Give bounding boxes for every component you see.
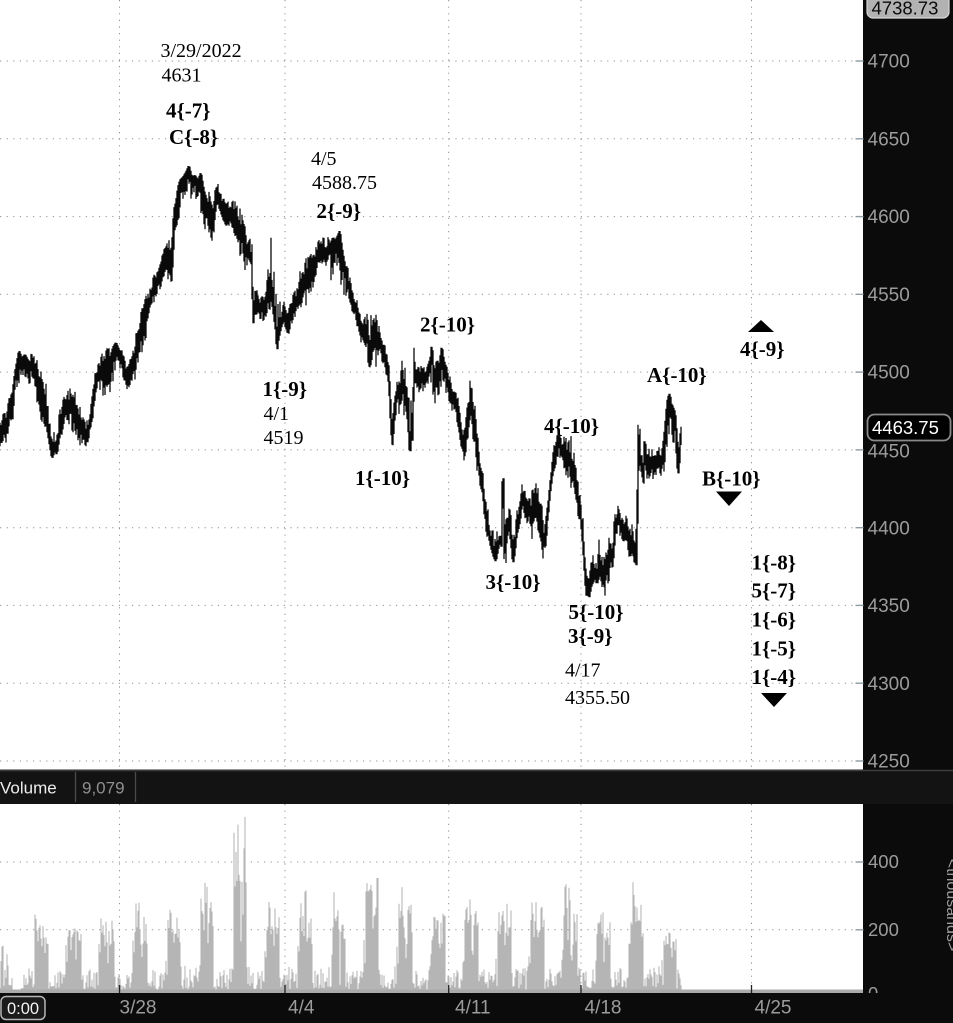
svg-text:A{-10}: A{-10}	[647, 363, 707, 387]
svg-text:4588.75: 4588.75	[312, 172, 377, 194]
svg-text:1{-6}: 1{-6}	[752, 608, 797, 632]
svg-text:4450: 4450	[868, 442, 910, 463]
svg-text:1{-8}: 1{-8}	[752, 551, 797, 575]
svg-text:2{-10}: 2{-10}	[420, 313, 475, 337]
svg-text:4700: 4700	[868, 52, 910, 73]
svg-text:0:00: 0:00	[7, 1000, 39, 1018]
svg-text:3{-10}: 3{-10}	[486, 570, 541, 594]
svg-text:4650: 4650	[868, 129, 910, 150]
svg-text:4/4: 4/4	[288, 998, 315, 1019]
svg-text:4{-9}: 4{-9}	[740, 337, 785, 361]
svg-text:4400: 4400	[868, 518, 910, 539]
svg-text:<thousands>: <thousands>	[943, 859, 953, 952]
svg-text:400: 400	[868, 851, 899, 872]
svg-text:4{-10}: 4{-10}	[544, 414, 599, 438]
svg-text:4/11: 4/11	[455, 998, 491, 1019]
svg-text:B{-10}: B{-10}	[702, 467, 761, 491]
svg-text:4355.50: 4355.50	[565, 687, 630, 709]
svg-text:4/17: 4/17	[565, 660, 601, 682]
svg-text:C{-8}: C{-8}	[169, 125, 218, 149]
svg-text:200: 200	[868, 919, 899, 940]
svg-text:Volume: Volume	[0, 779, 57, 798]
svg-text:4500: 4500	[868, 363, 910, 384]
svg-text:4/25: 4/25	[755, 998, 792, 1019]
svg-text:1{-9}: 1{-9}	[263, 377, 308, 401]
svg-text:4{-7}: 4{-7}	[166, 99, 211, 123]
svg-text:4/18: 4/18	[585, 998, 622, 1019]
svg-text:4463.75: 4463.75	[872, 417, 939, 438]
svg-text:3{-9}: 3{-9}	[568, 624, 613, 648]
svg-text:4350: 4350	[868, 596, 910, 617]
svg-text:4300: 4300	[868, 674, 910, 695]
svg-text:4/1: 4/1	[264, 403, 290, 425]
svg-text:4738.73: 4738.73	[872, 0, 939, 19]
svg-text:1{-4}: 1{-4}	[752, 665, 797, 689]
svg-text:4250: 4250	[868, 752, 910, 773]
svg-text:2{-9}: 2{-9}	[317, 199, 362, 223]
svg-text:1{-5}: 1{-5}	[752, 637, 797, 661]
svg-text:3/29/2022: 3/29/2022	[161, 40, 242, 62]
svg-text:5{-10}: 5{-10}	[569, 600, 624, 624]
svg-text:4631: 4631	[162, 65, 202, 87]
svg-text:4550: 4550	[868, 285, 910, 306]
svg-text:3/28: 3/28	[120, 998, 157, 1019]
svg-text:4600: 4600	[868, 207, 910, 228]
svg-text:9,079: 9,079	[82, 779, 125, 798]
svg-text:4/5: 4/5	[311, 148, 337, 170]
svg-text:4519: 4519	[264, 427, 304, 449]
svg-text:1{-10}: 1{-10}	[355, 466, 410, 490]
svg-text:5{-7}: 5{-7}	[752, 579, 797, 603]
